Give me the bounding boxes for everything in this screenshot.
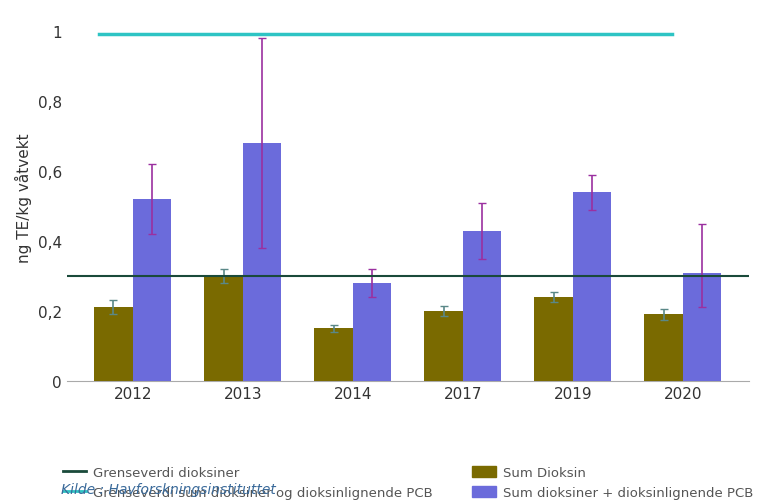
Bar xyxy=(534,298,573,381)
Y-axis label: ng TE/kg våtvekt: ng TE/kg våtvekt xyxy=(15,133,32,263)
Bar xyxy=(573,193,611,381)
Bar xyxy=(243,144,281,381)
Bar xyxy=(353,284,391,381)
Bar xyxy=(683,273,721,381)
Text: Kilde : Havforskningsinstituttet: Kilde : Havforskningsinstituttet xyxy=(61,482,276,496)
Bar xyxy=(133,200,171,381)
Bar xyxy=(314,329,353,381)
Bar xyxy=(424,311,463,381)
Bar xyxy=(204,277,243,381)
Bar xyxy=(645,315,683,381)
Bar xyxy=(94,308,133,381)
Bar xyxy=(463,231,501,381)
Legend: Grenseverdi dioksiner, Grenseverdi sum dioksiner og dioksinlignende PCB, Sum Dio: Grenseverdi dioksiner, Grenseverdi sum d… xyxy=(57,461,759,501)
